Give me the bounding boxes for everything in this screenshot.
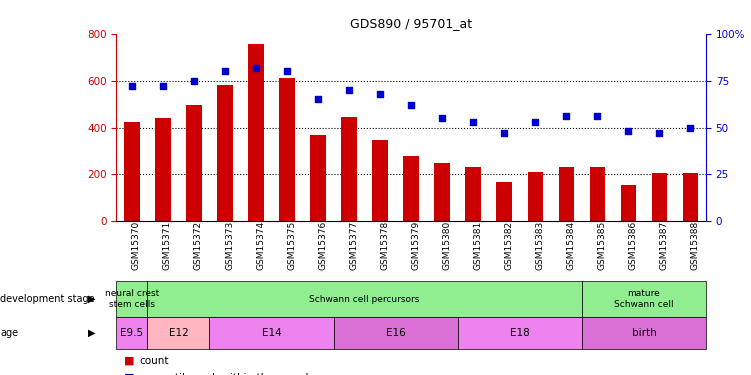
Bar [403,156,419,221]
Point [219,68,231,74]
Text: birth: birth [632,328,656,338]
Bar [217,86,233,221]
Text: GSM15383: GSM15383 [535,221,544,270]
Bar [210,317,333,349]
Text: percentile rank within the sample: percentile rank within the sample [139,373,315,375]
Point [560,113,572,119]
Text: E12: E12 [168,328,189,338]
Bar [582,317,706,349]
Text: GSM15374: GSM15374 [256,221,265,270]
Bar [590,167,605,221]
Text: age: age [0,328,18,338]
Point [529,119,541,125]
Bar [124,122,140,221]
Text: GSM15372: GSM15372 [194,221,203,270]
Text: GSM15378: GSM15378 [380,221,389,270]
Bar [457,317,582,349]
Point [436,115,448,121]
Bar [333,317,457,349]
Text: GSM15385: GSM15385 [597,221,606,270]
Text: GSM15371: GSM15371 [163,221,172,270]
Point [467,119,479,125]
Point [374,91,386,97]
Point [188,78,200,84]
Point [312,96,324,102]
Text: GSM15381: GSM15381 [473,221,482,270]
Point [281,68,293,74]
Text: count: count [139,356,168,366]
Text: GSM15373: GSM15373 [225,221,234,270]
Text: GSM15388: GSM15388 [690,221,699,270]
Bar [155,118,170,221]
Bar [116,281,147,317]
Point [498,130,510,136]
Bar [582,281,706,317]
Point [157,83,169,89]
Bar [147,317,210,349]
Bar [527,172,543,221]
Bar [683,173,698,221]
Text: mature
Schwann cell: mature Schwann cell [614,290,674,309]
Text: GSM15370: GSM15370 [132,221,141,270]
Text: E9.5: E9.5 [120,328,143,338]
Bar [372,140,388,221]
Text: GSM15384: GSM15384 [566,221,575,270]
Bar [310,135,326,221]
Point [250,64,262,70]
Point [591,113,603,119]
Bar [147,281,582,317]
Text: ▶: ▶ [88,294,95,304]
Text: GSM15376: GSM15376 [318,221,327,270]
Point [126,83,138,89]
Text: E14: E14 [261,328,282,338]
Text: GSM15380: GSM15380 [442,221,451,270]
Bar [466,167,481,221]
Point [406,102,418,108]
Text: GSM15379: GSM15379 [412,221,420,270]
Text: GSM15387: GSM15387 [659,221,668,270]
Text: GDS890 / 95701_at: GDS890 / 95701_at [350,17,472,30]
Bar [652,173,667,221]
Text: E18: E18 [510,328,529,338]
Text: GSM15375: GSM15375 [287,221,296,270]
Text: GSM15386: GSM15386 [629,221,638,270]
Bar [496,182,512,221]
Text: ▶: ▶ [88,328,95,338]
Bar [186,105,202,221]
Point [343,87,355,93]
Bar [116,317,147,349]
Point [623,128,635,134]
Text: ■: ■ [124,373,134,375]
Text: ■: ■ [124,356,134,366]
Text: neural crest
stem cells: neural crest stem cells [105,290,159,309]
Text: GSM15382: GSM15382 [504,221,513,270]
Bar [434,163,450,221]
Point [653,130,665,136]
Bar [279,78,295,221]
Text: Schwann cell percursors: Schwann cell percursors [309,295,420,304]
Bar [559,167,574,221]
Bar [620,185,636,221]
Point [684,124,696,130]
Bar [342,117,357,221]
Text: E16: E16 [386,328,406,338]
Text: development stage: development stage [0,294,95,304]
Bar [249,44,264,221]
Text: GSM15377: GSM15377 [349,221,358,270]
